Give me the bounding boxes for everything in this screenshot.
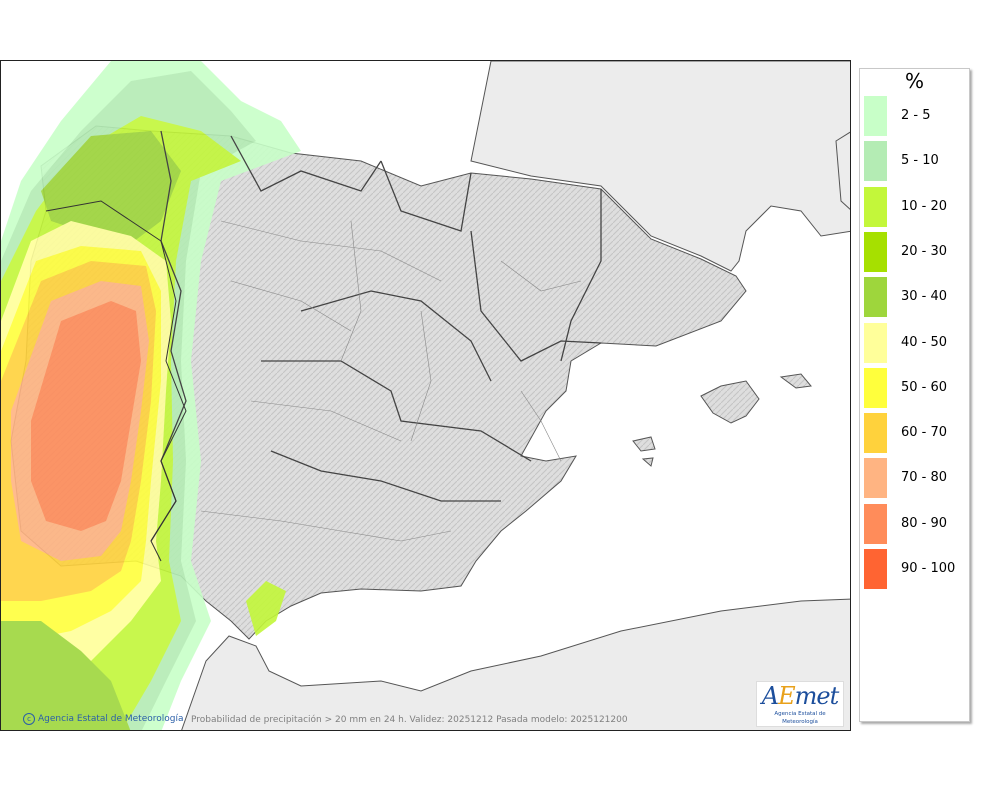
legend-label: 40 - 50	[901, 334, 948, 350]
legend-item: 70 - 80	[864, 458, 969, 499]
legend-label: 30 - 40	[901, 289, 948, 305]
legend-item: 5 - 10	[864, 141, 969, 182]
ibiza-island	[632, 436, 656, 452]
legend-swatch	[864, 96, 887, 136]
credit-text: Agencia Estatal de Meteorología	[38, 714, 184, 724]
legend-label: 90 - 100	[901, 561, 956, 576]
color-legend: % 2 - 5 5 - 10 10 - 20 20 - 30 30 - 40 40 - 5…	[859, 68, 970, 722]
mallorca-island	[700, 380, 760, 424]
legend-item: 30 - 40	[864, 277, 969, 318]
corsica-landmass	[835, 131, 850, 210]
legend-swatch	[864, 186, 887, 227]
legend-swatch	[864, 549, 887, 589]
legend-swatch	[864, 322, 887, 363]
legend-item: 90 - 100	[864, 549, 969, 589]
france-landmass	[470, 61, 850, 272]
legend-label: 10 - 20	[901, 198, 948, 214]
legend-item: 60 - 70	[864, 413, 969, 454]
legend-item: 80 - 90	[864, 503, 969, 544]
province-borders	[200, 220, 582, 542]
aemet-logo: AEmet Agencia Estatal de Meteorología	[756, 681, 844, 727]
legend-label: 20 - 30	[901, 243, 948, 259]
legend-label: 5 - 10	[901, 153, 939, 169]
legend-swatch	[864, 141, 887, 182]
legend-item: 20 - 30	[864, 231, 969, 272]
credit-line: c Agencia Estatal de Meteorología	[23, 713, 184, 725]
menorca-island	[779, 373, 812, 389]
legend-swatch	[864, 277, 887, 318]
legend-swatch	[864, 503, 887, 544]
legend-label: 60 - 70	[901, 425, 948, 441]
legend-label: 70 - 80	[901, 470, 948, 486]
precipitation-map: c Agencia Estatal de Meteorología Probabi…	[0, 60, 851, 731]
map-caption: Probabilidad de precipitación > 20 mm en…	[191, 715, 628, 725]
logo-subtitle: Agencia Estatal de Meteorología	[774, 711, 826, 725]
legend-swatch	[864, 458, 887, 499]
legend-swatch	[864, 413, 887, 454]
portugal-spain-border	[45, 200, 187, 562]
copyright-icon: c	[23, 713, 35, 725]
africa-landmass	[181, 598, 850, 730]
legend-swatch	[864, 231, 887, 272]
legend-item: 50 - 60	[864, 367, 969, 408]
map-canvas	[1, 61, 850, 730]
legend-label: 2 - 5	[901, 108, 931, 123]
legend-item: 2 - 5	[864, 96, 969, 136]
legend-label: 80 - 90	[901, 515, 948, 531]
legend-swatch	[864, 367, 887, 408]
legend-item: 10 - 20	[864, 186, 969, 227]
formentera-island	[641, 457, 654, 467]
region-borders	[150, 130, 602, 542]
probability-overlay	[1, 61, 301, 730]
legend-item: 40 - 50	[864, 322, 969, 363]
legend-title: %	[904, 69, 924, 93]
legend-label: 50 - 60	[901, 379, 948, 395]
logo-wordmark: AEmet	[761, 682, 839, 710]
